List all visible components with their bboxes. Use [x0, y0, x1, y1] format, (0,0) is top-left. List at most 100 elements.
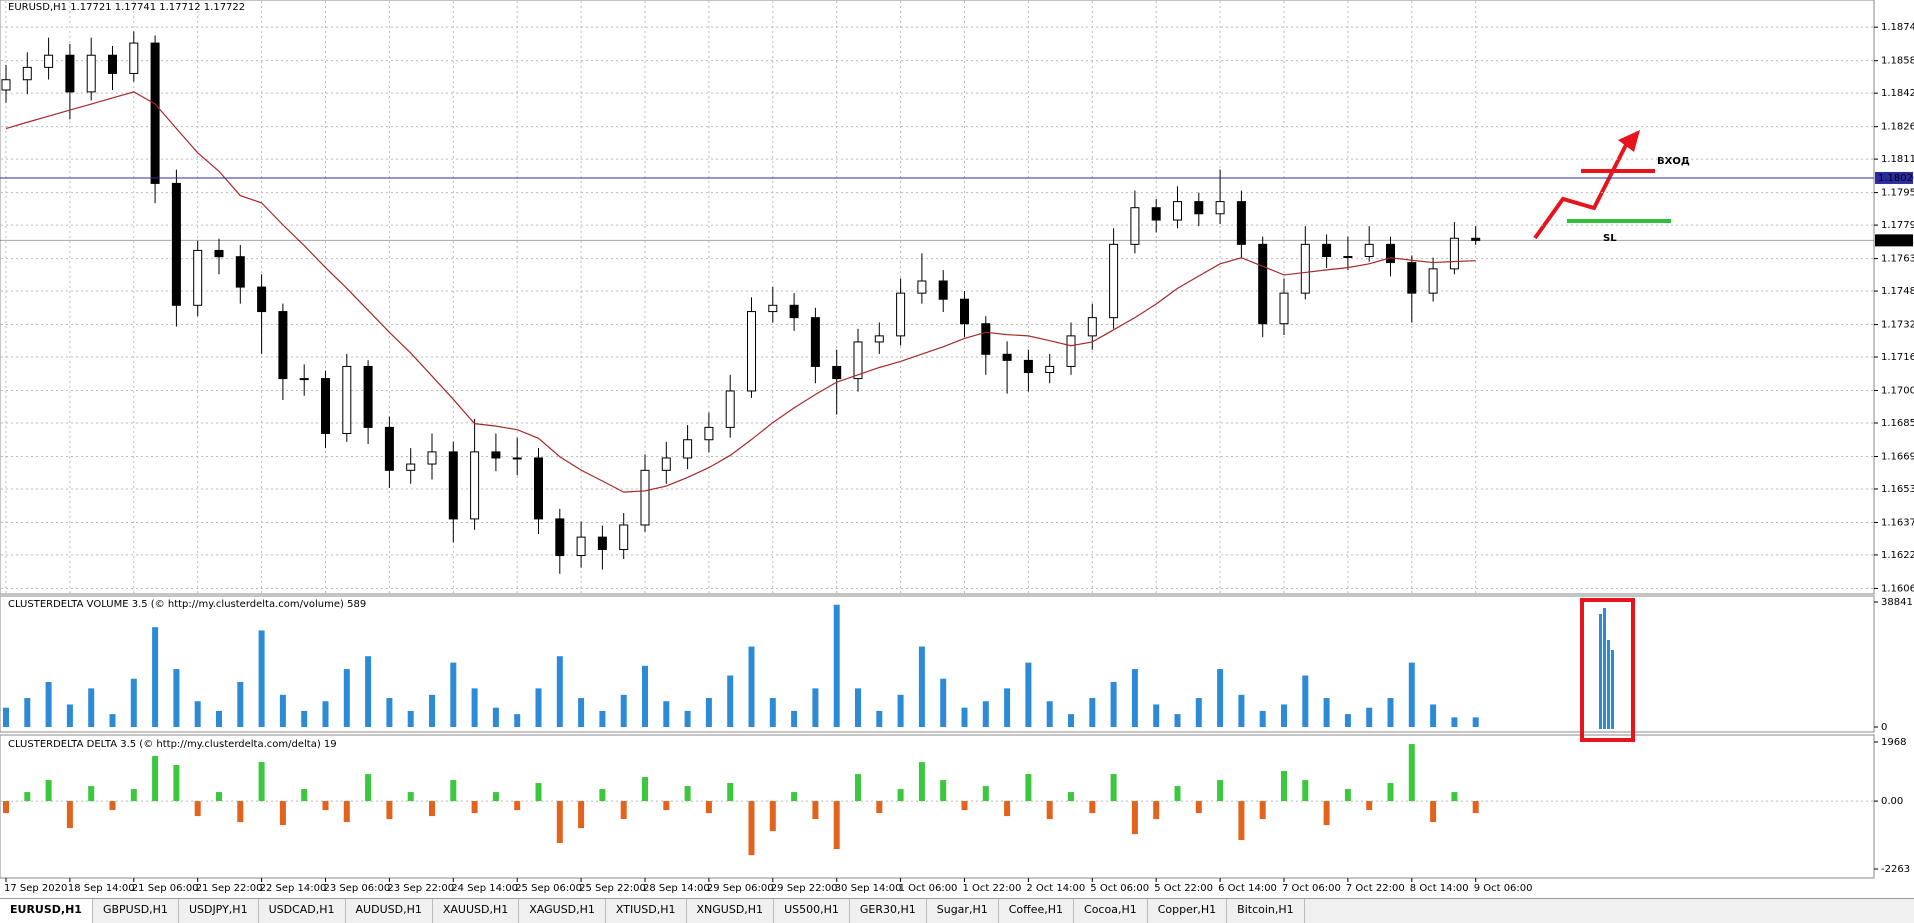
volume-bar: [1025, 662, 1032, 727]
delta-bar: [3, 801, 9, 814]
volume-bar: [769, 698, 776, 727]
delta-bar: [1217, 780, 1224, 802]
y-tick-label: 1.17320: [1881, 320, 1914, 331]
delta-bar: [258, 762, 265, 802]
symbol-tab[interactable]: USDJPY,H1: [179, 899, 259, 923]
candle-body: [22, 66, 32, 81]
symbol-tab[interactable]: XNGUSD,H1: [687, 899, 775, 923]
candle-body: [938, 280, 948, 300]
candle-body: [981, 323, 991, 355]
delta-bar: [1259, 801, 1266, 820]
volume-bar: [429, 694, 435, 727]
delta-panel-frame: [0, 734, 1875, 879]
x-tick-label: 29 Sep 06:00: [707, 883, 774, 894]
candle-body: [342, 365, 352, 434]
symbol-tab[interactable]: GBPUSD,H1: [93, 899, 179, 923]
volume-bar: [152, 627, 159, 727]
candle-body: [853, 341, 863, 380]
x-tick-label: 2 Oct 14:00: [1026, 883, 1085, 894]
x-tick-label: 21 Sep 06:00: [132, 883, 199, 894]
candle-body: [1151, 207, 1161, 221]
delta-bar: [1387, 783, 1394, 802]
candle-body: [1258, 243, 1268, 325]
example-bar: [1599, 614, 1602, 729]
delta-bar: [301, 789, 308, 802]
volume-bar: [279, 694, 286, 727]
delta-bar: [492, 792, 499, 802]
symbol-tab[interactable]: Cocoa,H1: [1074, 899, 1148, 923]
panel-title: CLUSTERDELTA DELTA 3.5 (© http://my.clus…: [8, 739, 337, 750]
delta-bar: [365, 774, 372, 802]
delta-bar: [578, 801, 585, 829]
delta-bar: [24, 792, 31, 802]
volume-bar: [1408, 662, 1415, 727]
price-label-box: [1875, 234, 1913, 247]
x-tick-label: 25 Sep 22:00: [579, 883, 646, 894]
symbol-tab[interactable]: USDCAD,H1: [259, 899, 346, 923]
candle-body: [406, 463, 416, 471]
symbol-tab[interactable]: AUDUSD,H1: [346, 899, 433, 923]
candle-body: [384, 426, 394, 471]
symbol-tab[interactable]: EURUSD,H1: [0, 899, 93, 923]
volume-bar: [45, 681, 52, 727]
volume-bar: [194, 701, 201, 727]
candle-body: [171, 182, 181, 306]
volume-bar: [1281, 704, 1287, 727]
delta-bar: [471, 801, 478, 814]
symbol-tab[interactable]: XAUUSD,H1: [433, 899, 520, 923]
candle-body: [491, 451, 501, 459]
volume-bar: [88, 688, 95, 727]
volume-bar: [258, 630, 265, 727]
candle-body: [321, 378, 330, 434]
y-tick-label: 1.18580: [1881, 56, 1914, 67]
candle-body: [278, 311, 288, 380]
symbol-tab[interactable]: Copper,H1: [1148, 899, 1228, 923]
delta-bar: [748, 801, 755, 856]
panel-title: CLUSTERDELTA VOLUME 3.5 (© http://my.clu…: [8, 599, 366, 610]
volume-bar: [322, 701, 329, 727]
symbol-tab[interactable]: Coffee,H1: [999, 899, 1075, 923]
candle-body: [448, 451, 458, 520]
candle-body: [789, 304, 799, 319]
delta-bar: [812, 801, 819, 820]
y-tick-label: 38841: [1881, 597, 1913, 608]
symbol-tab[interactable]: XTIUSD,H1: [606, 899, 687, 923]
candle-body: [683, 439, 693, 459]
candle-body: [704, 426, 714, 441]
delta-bar: [1344, 789, 1351, 802]
candle-body: [299, 378, 309, 381]
delta-bar: [1302, 780, 1309, 802]
volume-bar: [663, 701, 670, 727]
delta-bar: [705, 801, 712, 814]
volume-bar: [535, 688, 542, 727]
symbol-tab[interactable]: Sugar,H1: [927, 899, 999, 923]
x-tick-label: 5 Oct 06:00: [1090, 883, 1149, 894]
delta-bar: [1004, 801, 1011, 817]
candle-body: [1130, 207, 1140, 245]
y-tick-label: 1.18425: [1881, 88, 1914, 99]
candle-body: [960, 298, 969, 325]
highlight-box: [1580, 598, 1635, 742]
candle-body: [832, 365, 842, 380]
symbol-tab[interactable]: GER30,H1: [850, 899, 927, 923]
volume-bar: [876, 710, 883, 727]
delta-bar: [791, 792, 798, 802]
symbol-tab[interactable]: Bitcoin,H1: [1227, 899, 1305, 923]
candle-body: [576, 536, 586, 557]
example-bar: [1607, 640, 1610, 729]
delta-bar: [1174, 786, 1181, 802]
symbol-tab[interactable]: US500,H1: [774, 899, 850, 923]
volume-bar: [1238, 694, 1245, 727]
moving-average: [5, 91, 1476, 493]
volume-bar: [1068, 714, 1074, 727]
volume-bar: [130, 678, 137, 727]
candle-body: [874, 335, 884, 343]
delta-bar: [684, 786, 691, 802]
volume-bar: [620, 694, 627, 727]
symbol-tab[interactable]: XAGUSD,H1: [519, 899, 606, 923]
volume-bar: [727, 675, 734, 727]
x-tick-label: 23 Sep 06:00: [324, 883, 391, 894]
delta-bar: [130, 789, 137, 802]
volume-bar: [1153, 704, 1160, 727]
